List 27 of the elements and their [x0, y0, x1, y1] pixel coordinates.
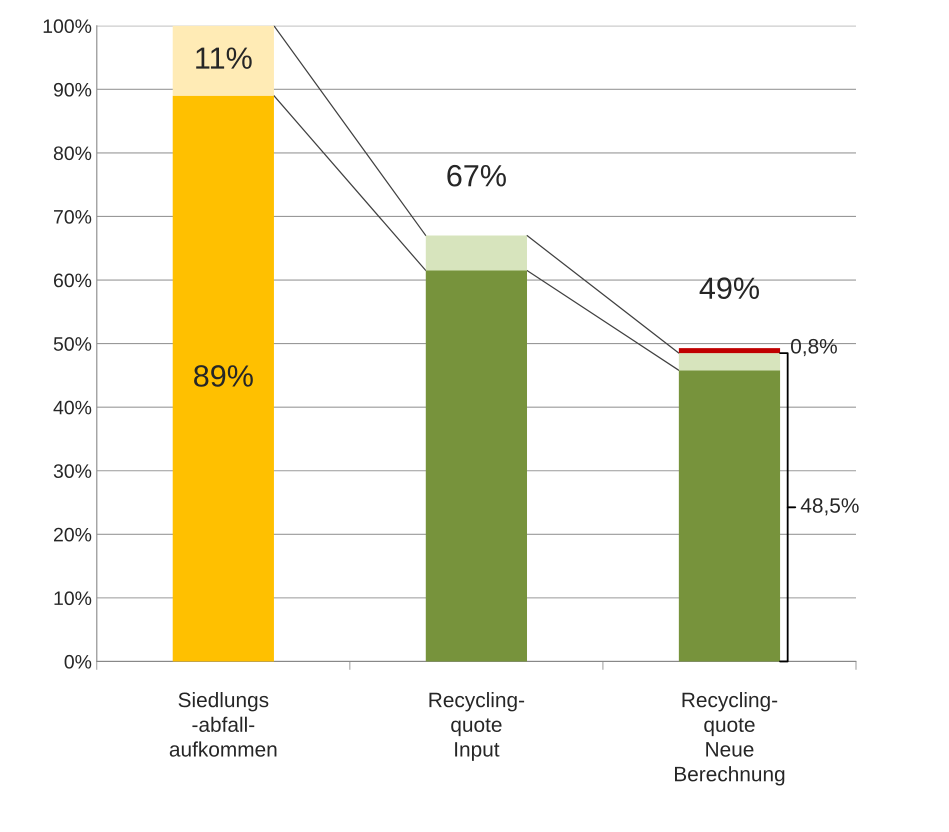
annotation: 0,8%: [791, 338, 837, 356]
bar: [678, 353, 780, 370]
y-tick-label: 80%: [54, 146, 92, 160]
bar: [426, 270, 528, 662]
y-tick-label: 10%: [54, 591, 92, 606]
y-tick-label: 40%: [53, 400, 92, 414]
bar: [678, 348, 780, 354]
data-label: 11%: [196, 47, 252, 69]
y-tick-label: 90%: [54, 82, 92, 97]
y-tick-label: 30%: [54, 464, 92, 478]
x-tick-label: Siedlungs -abfall- aufkommen: [170, 692, 276, 757]
y-tick-label: 50%: [54, 337, 92, 351]
data-label: 89%: [194, 365, 253, 387]
bar: [172, 26, 274, 96]
y-tick-label: 60%: [54, 274, 92, 288]
x-tick-label: Recycling- quote Input: [429, 692, 524, 761]
total-label: 49%: [700, 277, 759, 300]
y-tick-label: 0%: [64, 654, 92, 669]
bar: [678, 370, 780, 662]
total-label: 67%: [447, 164, 506, 187]
y-tick-label: 100%: [44, 19, 92, 34]
y-tick-label: 20%: [54, 528, 92, 542]
bar: [426, 236, 528, 271]
x-tick-label: Recycling- quote Neue Berechnung: [675, 692, 784, 786]
y-tick-label: 70%: [54, 210, 92, 224]
bar: [172, 96, 274, 662]
annotation: 48,5%: [800, 498, 859, 516]
